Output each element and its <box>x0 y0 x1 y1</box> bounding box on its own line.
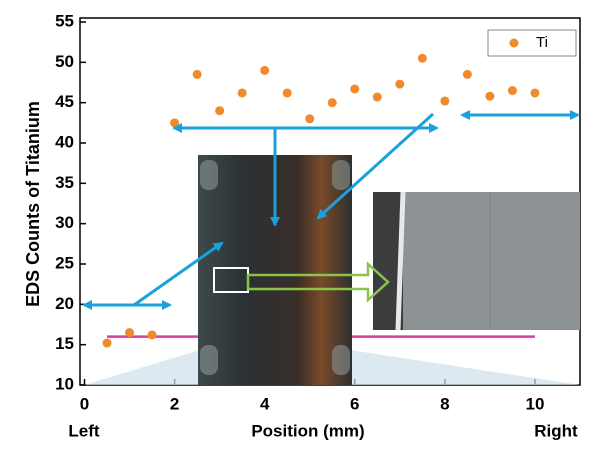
scatter-point <box>305 114 314 123</box>
y-tick-label: 20 <box>55 294 74 313</box>
scatter-point <box>283 88 292 97</box>
y-tick-label: 10 <box>55 374 74 393</box>
x-tick-label: 10 <box>525 394 544 413</box>
photo-detail <box>332 345 350 375</box>
page: {"chart_data": {"type": "scatter", "y_la… <box>0 0 589 444</box>
legend-label: Ti <box>536 34 548 51</box>
scatter-point <box>440 97 449 106</box>
scatter-point <box>125 328 134 337</box>
x-tick-label: 6 <box>350 394 359 413</box>
scatter-point <box>260 66 269 75</box>
y-tick-label: 40 <box>55 132 74 151</box>
legend-marker <box>510 39 519 48</box>
photo-detail <box>200 160 218 190</box>
x-tick-label: 4 <box>260 394 270 413</box>
scatter-point <box>395 80 404 89</box>
scatter-point <box>463 70 472 79</box>
x-tick-label: 0 <box>80 394 89 413</box>
inset-images <box>84 155 580 385</box>
y-tick-label: 50 <box>55 52 74 71</box>
x-axis-label: Position (mm) <box>251 421 364 440</box>
y-axis-label: EDS Counts of Titanium <box>23 101 43 307</box>
y-tick-label: 35 <box>55 173 74 192</box>
scatter-point <box>148 330 157 339</box>
scatter-point <box>238 88 247 97</box>
scatter-point <box>373 93 382 102</box>
y-tick-label: 25 <box>55 253 74 272</box>
photo-detail <box>200 345 218 375</box>
x-tick-label: 8 <box>440 394 449 413</box>
scatter-point <box>485 92 494 101</box>
scatter-point <box>350 84 359 93</box>
scatter-point <box>170 118 179 127</box>
y-tick-label: 30 <box>55 213 74 232</box>
y-tick-label: 45 <box>55 92 74 111</box>
scatter-point <box>328 98 337 107</box>
scatter-point <box>418 54 427 63</box>
photo-detail <box>332 160 350 190</box>
legend-box <box>488 30 576 56</box>
y-tick-label: 55 <box>55 11 74 30</box>
scatter-point <box>508 86 517 95</box>
scatter-point <box>530 88 539 97</box>
x-left-label: Left <box>68 421 100 440</box>
x-right-label: Right <box>534 421 578 440</box>
x-tick-label: 2 <box>170 394 179 413</box>
scatter-point <box>103 339 112 348</box>
y-tick-label: 15 <box>55 334 74 353</box>
scatter-point <box>215 106 224 115</box>
chart: EDS Counts of Titanium Position (mm) Lef… <box>0 0 589 444</box>
scatter-point <box>193 70 202 79</box>
